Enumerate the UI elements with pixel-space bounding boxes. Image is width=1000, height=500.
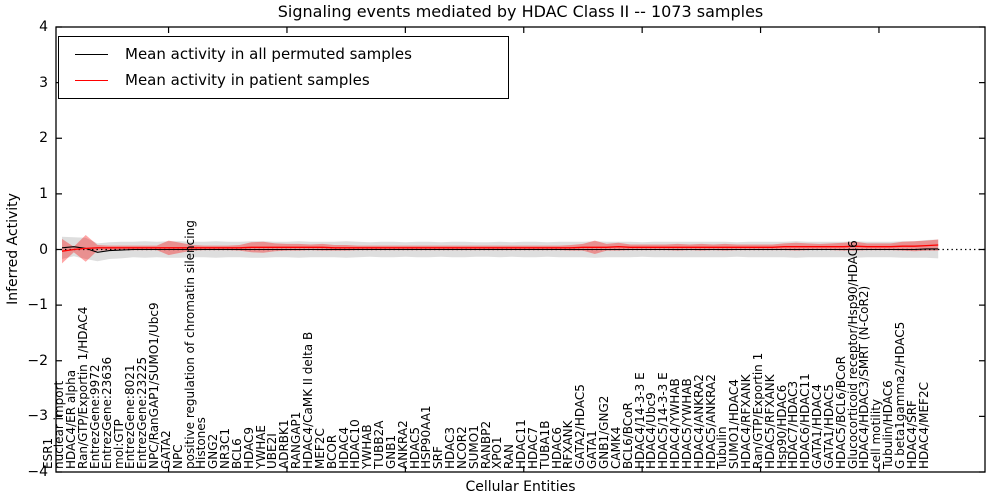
- x-category-label: EntrezGene:23636: [99, 356, 114, 469]
- x-category-label: HDAC9: [241, 426, 256, 469]
- y-tick-label: 0: [39, 241, 48, 258]
- x-category-label: CAMK4: [608, 426, 623, 469]
- x-category-label: ANKRA2: [395, 420, 410, 469]
- legend-line-sample-red: [75, 80, 108, 82]
- x-category-label: HDAC4/ANKRA2: [691, 374, 706, 469]
- chart-title: Signaling events mediated by HDAC Class …: [277, 2, 764, 21]
- x-category-label: NPC: [170, 444, 185, 469]
- y-tick-label: 2: [39, 130, 48, 147]
- y-tick-label: −4: [27, 464, 48, 480]
- x-category-label: HDAC4/SRF: [904, 400, 919, 469]
- y-tick-label: 4: [39, 19, 48, 35]
- legend-label-patient: Mean activity in patient samples: [125, 71, 370, 90]
- legend: Mean activity in all permuted samples Me…: [58, 36, 509, 99]
- legend-entry-permuted: Mean activity in all permuted samples: [59, 44, 508, 63]
- x-category-label: MEF2C: [312, 428, 327, 469]
- permuted-mean-line: [61, 246, 939, 253]
- x-axis-label: Cellular Entities: [465, 479, 576, 495]
- y-tick-label: 1: [39, 185, 48, 202]
- legend-entry-patient: Mean activity in patient samples: [59, 73, 508, 88]
- legend-line-sample-black: [75, 53, 108, 55]
- patient-mean-line: [61, 244, 939, 252]
- y-tick-label: −2: [27, 352, 48, 369]
- x-category-label: HDAC4/MEF2C: [916, 382, 931, 469]
- x-category-label: SUMO1: [466, 425, 481, 469]
- y-tick-label: 3: [39, 74, 48, 91]
- x-category-label: TUBA1B: [537, 420, 552, 469]
- y-tick-label: −1: [27, 297, 48, 314]
- y-tick-label: −3: [27, 408, 48, 425]
- x-category-label: HDAC5/RFXANK: [762, 374, 777, 469]
- x-category-label: HDAC5/BCL6/BCoR: [833, 356, 848, 469]
- legend-label-permuted: Mean activity in all permuted samples: [125, 44, 412, 63]
- x-category-label: BCOR: [324, 434, 339, 469]
- x-category-label: BCL6/BCoR: [620, 402, 635, 469]
